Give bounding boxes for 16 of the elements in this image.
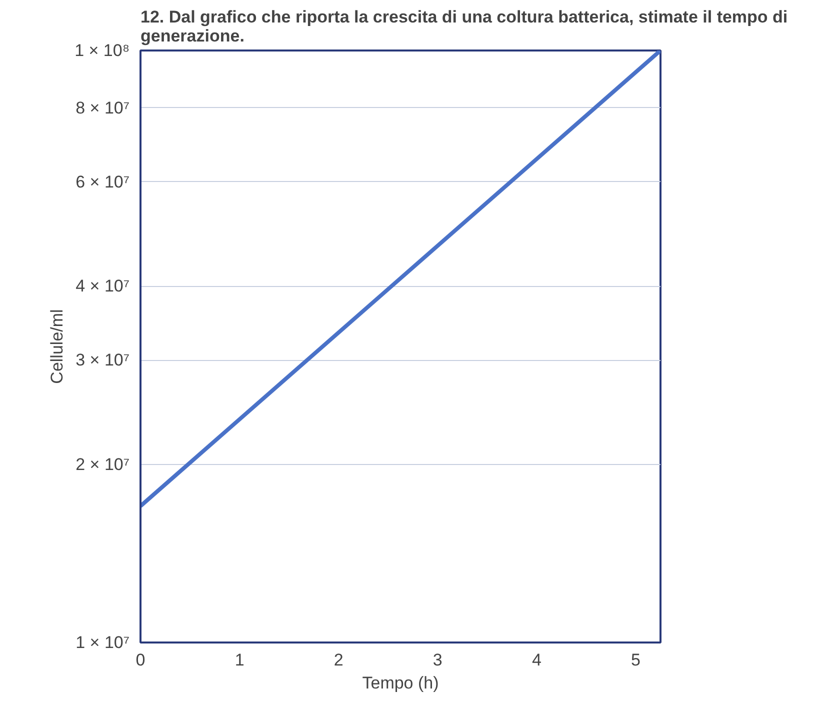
- x-tick-label: 4: [532, 650, 542, 670]
- y-tick-label: 1 × 10⁸: [74, 41, 130, 60]
- y-tick-label: 6 × 10⁷: [76, 172, 130, 192]
- chart-title: 12. Dal grafico che riporta la crescita di una coltura batterica, stimate il tempo di generazione.: [140, 8, 788, 46]
- y-tick-label: 3 × 10⁷: [76, 350, 130, 370]
- y-tick-label: 2 × 10⁷: [76, 454, 130, 474]
- x-axis-title: Tempo (h): [362, 674, 439, 692]
- y-tick-label: 8 × 10⁷: [76, 98, 130, 118]
- y-axis-title: Cellule/ml: [48, 309, 67, 384]
- x-tick-label: 3: [432, 650, 442, 670]
- x-tick-label: 5: [631, 650, 640, 670]
- y-tick-label: 1 × 10⁷: [76, 633, 130, 652]
- x-tick-label: 1: [234, 650, 244, 670]
- x-tick-label: 2: [334, 650, 344, 670]
- x-tick-label: 0: [136, 650, 146, 670]
- y-tick-label: 4 × 10⁷: [76, 276, 130, 296]
